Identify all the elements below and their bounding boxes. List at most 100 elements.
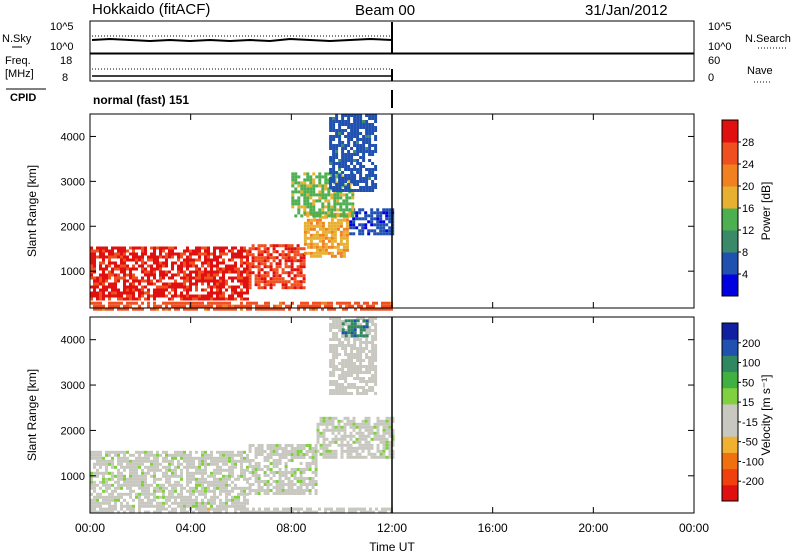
data-cell bbox=[356, 144, 360, 147]
data-cell bbox=[339, 172, 343, 176]
data-cell bbox=[129, 474, 132, 478]
data-cell bbox=[117, 495, 120, 499]
data-cell bbox=[272, 486, 276, 489]
data-cell bbox=[246, 301, 249, 305]
data-cell bbox=[385, 416, 389, 420]
data-cell bbox=[297, 307, 300, 311]
data-cell bbox=[195, 489, 198, 493]
data-cell bbox=[373, 229, 377, 233]
data-cell bbox=[123, 453, 126, 457]
data-cell bbox=[120, 276, 123, 280]
data-cell bbox=[156, 459, 159, 463]
data-cell bbox=[293, 274, 297, 278]
data-cell bbox=[342, 233, 346, 237]
data-cell bbox=[333, 254, 337, 258]
data-cell bbox=[333, 208, 337, 212]
data-cell bbox=[376, 208, 380, 212]
data-cell bbox=[138, 459, 141, 463]
data-cell bbox=[347, 325, 351, 329]
data-cell bbox=[287, 492, 291, 495]
data-cell bbox=[356, 389, 360, 392]
data-cell bbox=[153, 453, 156, 457]
data-cell bbox=[282, 301, 285, 305]
data-cell bbox=[332, 326, 336, 329]
data-cell bbox=[379, 229, 383, 233]
data-cell bbox=[290, 268, 294, 272]
data-cell bbox=[384, 301, 387, 305]
data-cell bbox=[302, 477, 306, 480]
data-cell bbox=[207, 486, 210, 490]
data-cell bbox=[168, 498, 171, 502]
data-cell bbox=[368, 377, 372, 380]
data-cell bbox=[374, 380, 378, 383]
data-cell bbox=[111, 273, 114, 277]
data-cell bbox=[192, 474, 195, 478]
data-cell bbox=[156, 285, 159, 289]
data-cell bbox=[222, 291, 225, 295]
data-cell bbox=[275, 480, 279, 483]
data-cell bbox=[340, 425, 344, 429]
data-cell bbox=[177, 282, 180, 286]
data-cell bbox=[192, 471, 195, 475]
data-cell bbox=[359, 347, 363, 350]
data-cell bbox=[324, 175, 328, 179]
data-cell bbox=[126, 267, 129, 271]
data-cell bbox=[168, 307, 171, 311]
data-cell bbox=[141, 477, 144, 481]
data-cell bbox=[126, 297, 129, 301]
data-cell bbox=[367, 422, 371, 426]
data-cell bbox=[251, 262, 255, 266]
data-cell bbox=[120, 258, 123, 262]
data-cell bbox=[246, 465, 249, 469]
data-cell bbox=[114, 465, 117, 469]
data-cell bbox=[255, 304, 258, 308]
data-cell bbox=[159, 495, 162, 499]
data-cell bbox=[243, 471, 246, 475]
data-cell bbox=[345, 221, 349, 225]
data-cell bbox=[225, 474, 228, 478]
data-cell bbox=[278, 471, 282, 474]
data-cell bbox=[120, 492, 123, 496]
data-cell bbox=[319, 434, 323, 438]
data-cell bbox=[329, 120, 333, 123]
data-cell bbox=[266, 253, 270, 257]
data-cell bbox=[207, 264, 210, 268]
data-cell bbox=[207, 510, 210, 514]
data-cell bbox=[177, 255, 180, 259]
data-cell bbox=[327, 224, 331, 228]
data-cell bbox=[344, 323, 348, 326]
data-cell bbox=[117, 255, 120, 259]
data-cell bbox=[234, 267, 237, 271]
data-cell bbox=[266, 480, 270, 483]
data-cell bbox=[150, 258, 153, 262]
data-cell bbox=[296, 453, 300, 456]
data-cell bbox=[339, 212, 343, 216]
data-cell bbox=[335, 380, 339, 383]
data-cell bbox=[257, 277, 261, 281]
data-cell bbox=[363, 510, 366, 514]
data-cell bbox=[192, 301, 195, 305]
data-cell bbox=[362, 186, 366, 189]
data-cell bbox=[339, 208, 343, 212]
data-cell bbox=[368, 359, 372, 362]
data-cell bbox=[365, 371, 369, 374]
data-cell bbox=[381, 307, 384, 311]
data-cell bbox=[374, 144, 378, 147]
data-cell bbox=[309, 227, 313, 231]
data-cell bbox=[225, 297, 228, 301]
data-cell bbox=[225, 304, 228, 308]
data-cell bbox=[353, 362, 357, 365]
data-cell bbox=[234, 477, 237, 481]
data-cell bbox=[186, 477, 189, 481]
data-cell bbox=[305, 453, 309, 456]
data-cell bbox=[370, 208, 374, 212]
data-cell bbox=[257, 444, 261, 447]
data-cell bbox=[90, 291, 93, 295]
data-cell bbox=[263, 271, 267, 275]
data-cell bbox=[350, 331, 354, 335]
data-cell bbox=[272, 453, 276, 456]
data-cell bbox=[251, 444, 255, 447]
data-cell bbox=[174, 304, 177, 308]
data-cell bbox=[382, 452, 386, 456]
data-cell bbox=[306, 187, 310, 191]
